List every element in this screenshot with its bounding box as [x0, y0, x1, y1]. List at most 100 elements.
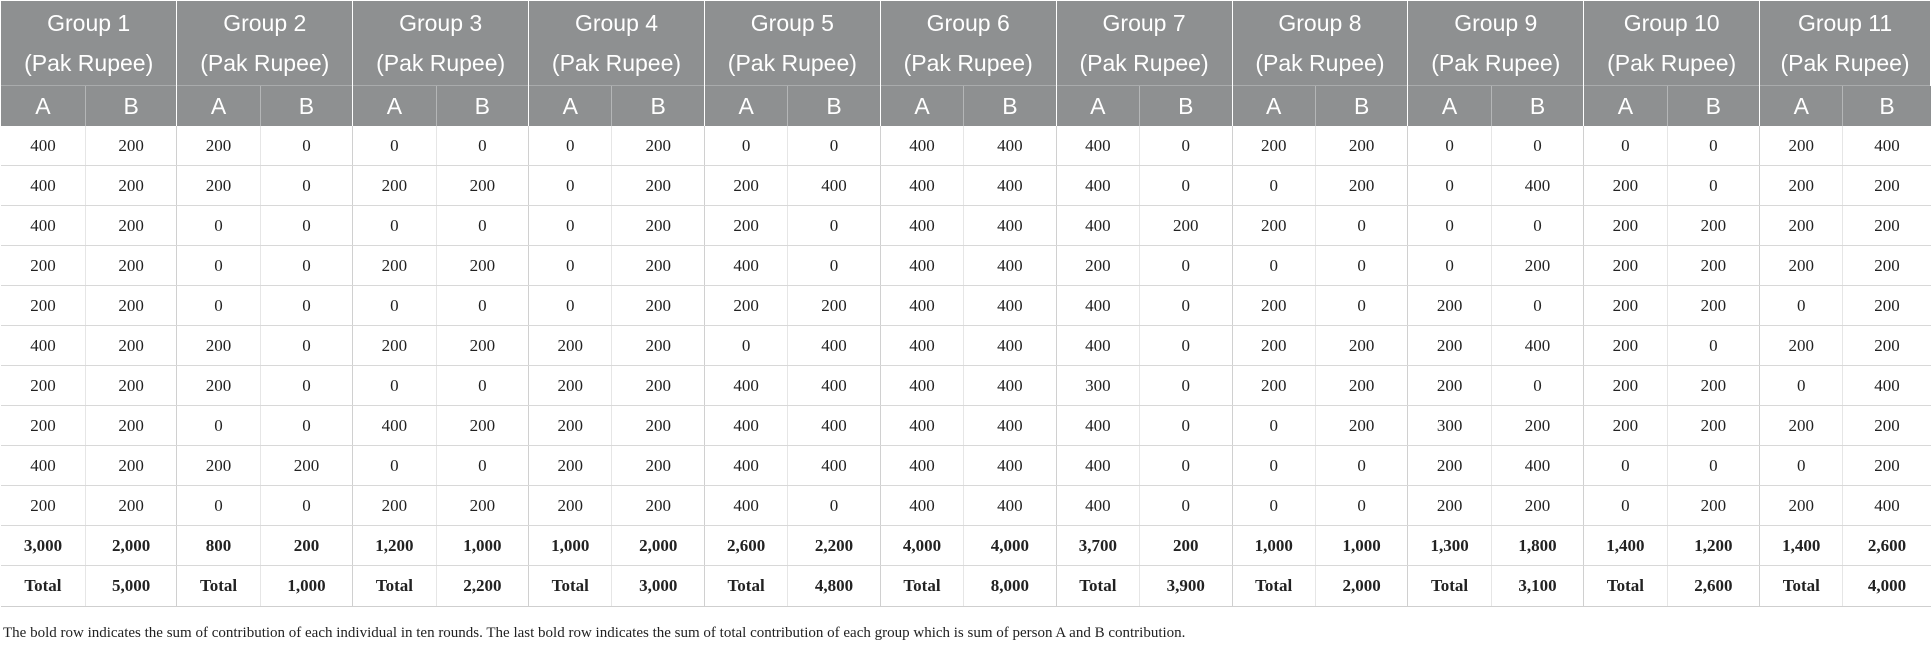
table-cell: 400: [352, 405, 437, 446]
table-cell: 1,000: [528, 525, 612, 566]
table-cell: 200: [1666, 245, 1760, 286]
group-header: Group 3 (Pak Rupee): [352, 1, 530, 86]
table-cell: 4,000: [879, 525, 964, 566]
table-cell: 200: [787, 285, 881, 326]
table-cell: 200: [1231, 285, 1316, 326]
table-cell: 0: [1407, 126, 1492, 166]
table-cell: 1,200: [1666, 525, 1760, 566]
table-cell: 200: [703, 165, 788, 206]
table-cell: 1,000: [435, 525, 529, 566]
table-cell: 2,000: [1314, 565, 1408, 607]
table-cell: 200: [84, 365, 177, 406]
table-cell: 0: [1583, 485, 1668, 526]
table-cell: 200: [84, 245, 177, 286]
table-cell: 200: [1490, 405, 1584, 446]
table-cell: 200: [1314, 325, 1408, 366]
table-cell: 0: [1139, 126, 1232, 166]
table-cell: 1,000: [1231, 525, 1316, 566]
table-cell: 400: [1490, 445, 1584, 486]
table-cell: 0: [259, 285, 353, 326]
table-cell: 200: [1842, 245, 1931, 286]
table-cell: Total: [1583, 565, 1668, 607]
table-cell: Total: [1055, 565, 1140, 607]
table-cell: 2,600: [703, 525, 788, 566]
table-cell: 0: [787, 205, 881, 246]
person-b-header: B: [84, 85, 177, 126]
sum-row: 3,000 2,000 800 200 1,200 1,000 1,000 2,000 2,60…: [1, 525, 1931, 566]
table-cell: 200: [176, 445, 261, 486]
group-header: Group 1 (Pak Rupee): [1, 1, 178, 86]
table-cell: 400: [879, 445, 964, 486]
table-cell: 0: [528, 126, 612, 166]
table-cell: 0: [259, 325, 353, 366]
group-header: Group 6 (Pak Rupee): [879, 1, 1057, 86]
table-cell: 200: [1490, 245, 1584, 286]
table-cell: 0: [787, 126, 881, 166]
table-cell: 0: [259, 485, 353, 526]
table-cell: 200: [1666, 365, 1760, 406]
table-cell: 200: [1407, 365, 1492, 406]
table-cell: 3,000: [1, 525, 86, 566]
person-b-header: B: [1666, 85, 1760, 126]
table-cell: 400: [703, 365, 788, 406]
table-cell: 200: [1, 285, 86, 326]
table-cell: 200: [1583, 245, 1668, 286]
table-footnote: The bold row indicates the sum of contri…: [3, 625, 1186, 641]
person-b-header: B: [963, 85, 1057, 126]
table-cell: 200: [1842, 325, 1931, 366]
table-cell: Total: [879, 565, 964, 607]
table-cell: 1,400: [1759, 525, 1843, 566]
table-cell: 0: [787, 245, 881, 286]
table-row: 400 200 200 0 0 0 0 200 0 0 400 400 400 0 200 200 0 0 0 0 20…: [1, 126, 1931, 166]
table-cell: 400: [879, 365, 964, 406]
table-cell: 400: [963, 126, 1057, 166]
table-cell: 2,000: [84, 525, 177, 566]
group-header: Group 8 (Pak Rupee): [1231, 1, 1409, 86]
table-cell: 0: [176, 285, 261, 326]
table-cell: 300: [1407, 405, 1492, 446]
table-cell: 0: [259, 205, 353, 246]
group-header: Group 9 (Pak Rupee): [1407, 1, 1585, 86]
table-cell: 1,000: [259, 565, 353, 607]
table-cell: 200: [528, 445, 612, 486]
table-cell: 0: [1139, 245, 1232, 286]
person-a-header: A: [1759, 85, 1843, 126]
table-cell: 200: [611, 485, 705, 526]
table-cell: Total: [1407, 565, 1492, 607]
table-cell: 400: [963, 165, 1057, 206]
table-cell: 0: [703, 126, 788, 166]
person-a-header: A: [528, 85, 612, 126]
table-cell: 0: [1666, 165, 1760, 206]
table-cell: 200: [1583, 205, 1668, 246]
table-cell: 200: [1139, 205, 1232, 246]
table-cell: 400: [703, 245, 788, 286]
table-cell: 200: [703, 205, 788, 246]
table-cell: 400: [703, 405, 788, 446]
table-cell: 0: [259, 365, 353, 406]
table-cell: 3,900: [1139, 565, 1232, 607]
table-cell: 200: [1407, 285, 1492, 326]
table-cell: 0: [528, 285, 612, 326]
table-cell: 2,200: [435, 565, 529, 607]
table-cell: 0: [259, 245, 353, 286]
table-cell: 0: [787, 485, 881, 526]
table-cell: 1,400: [1583, 525, 1668, 566]
table-cell: 0: [1583, 126, 1668, 166]
table-cell: 0: [352, 445, 437, 486]
table-cell: 200: [1231, 325, 1316, 366]
person-a-header: A: [1055, 85, 1140, 126]
table-cell: 400: [1055, 165, 1140, 206]
person-a-header: A: [1583, 85, 1668, 126]
table-cell: 0: [1759, 445, 1843, 486]
table-cell: 3,100: [1490, 565, 1584, 607]
table-cell: 200: [259, 445, 353, 486]
table-cell: 0: [352, 285, 437, 326]
table-cell: 2,600: [1842, 525, 1931, 566]
table-cell: 2,600: [1666, 565, 1760, 607]
table-cell: 3,000: [611, 565, 705, 607]
table-row: 400 200 200 200 0 0 200 200 400 400 400 400 400 0 0 0 20…: [1, 445, 1931, 486]
table-cell: 200: [435, 405, 529, 446]
table-cell: 0: [1666, 126, 1760, 166]
table-cell: 200: [1314, 365, 1408, 406]
table-cell: 400: [963, 365, 1057, 406]
